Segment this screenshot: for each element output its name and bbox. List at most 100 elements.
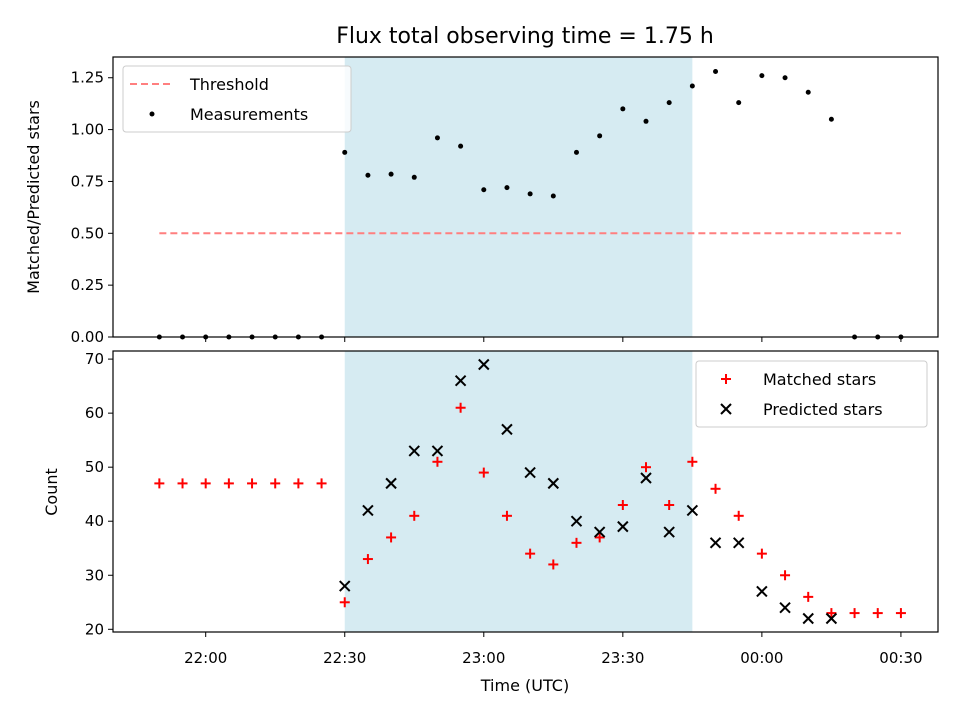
matched-star-marker: [733, 510, 744, 521]
legend-predicted-b: [720, 403, 732, 415]
predicted-star-marker: [686, 504, 699, 517]
matched-star-marker: [478, 467, 489, 478]
matched-star-marker: [548, 559, 559, 570]
upper-y-ticks: 0.00 0.25 0.50 0.75 1.00 1.25: [71, 69, 113, 346]
upper-y-tick-label: 1.25: [71, 69, 104, 87]
matched-star-marker: [756, 548, 767, 559]
predicted-star-marker: [431, 445, 444, 457]
upper-chart-title: Flux total observing time = 1.75 h: [336, 24, 714, 49]
predicted-marker-b: [362, 504, 374, 517]
predicted-marker-b: [339, 580, 351, 592]
matched-star-marker: [780, 570, 791, 581]
matched-star-marker: [200, 478, 211, 489]
matched-star-marker: [571, 537, 582, 548]
predicted-star-marker: [547, 477, 560, 490]
upper-legend: Threshold Measurements: [122, 65, 352, 133]
predicted-star-marker: [362, 504, 374, 517]
predicted-marker-b: [663, 526, 675, 538]
x-tick-label: 22:00: [184, 649, 227, 667]
matched-star-marker: [247, 478, 258, 489]
predicted-marker-b: [779, 601, 791, 614]
predicted-marker-b: [825, 612, 838, 625]
matched-star-marker: [409, 510, 420, 521]
matched-star-marker: [594, 532, 605, 543]
lower-observing-window: [344, 351, 693, 632]
predicted-marker-b: [732, 537, 745, 549]
lower-y-ticks: 20 30 40 50 60 70: [85, 350, 113, 638]
predicted-star-marker: [640, 472, 652, 484]
x-axis-label: Time (UTC): [480, 676, 569, 695]
predicted-star-marker: [825, 612, 838, 625]
upper-y-tick-label: 1.00: [71, 121, 104, 139]
predicted-star-marker: [501, 423, 513, 436]
predicted-star-marker: [570, 515, 583, 527]
matched-star-marker: [525, 548, 536, 559]
lower-y-tick-label: 60: [85, 404, 104, 422]
matched-star-marker: [641, 462, 652, 473]
matched-star-marker: [432, 456, 443, 467]
matched-star-marker: [154, 478, 165, 489]
measurement-point: [388, 171, 394, 177]
lower-y-tick-label: 20: [85, 620, 104, 638]
lower-axes-frame: [112, 350, 939, 633]
legend-measurements-swatch: [149, 111, 155, 117]
measurement-point: [342, 149, 348, 155]
predicted-star-marker: [408, 445, 420, 457]
measurement-point: [620, 106, 626, 112]
lower-y-tick-label: 40: [85, 512, 104, 530]
upper-y-tick-label: 0.50: [71, 224, 104, 242]
predicted-marker-b: [454, 375, 467, 387]
predicted-marker-b: [478, 358, 490, 371]
measurement-point: [689, 83, 695, 89]
predicted-marker-b: [385, 477, 397, 490]
legend-threshold-label: Threshold: [189, 75, 269, 94]
predicted-star-marker: [663, 526, 675, 538]
predicted-star-marker: [779, 601, 791, 614]
predicted-star-marker: [478, 358, 490, 371]
measurement-point: [759, 73, 765, 79]
lower-plot-marks: [154, 358, 906, 625]
measurement-point: [713, 69, 719, 75]
predicted-marker-b: [408, 445, 420, 457]
x-tick-label: 22:30: [323, 649, 366, 667]
predicted-star-marker: [524, 466, 536, 479]
matched-star-marker: [895, 608, 906, 619]
lower-x-ticks: 22:00 22:30 23:00 23:30 00:00 00:30: [184, 632, 923, 667]
matched-star-marker: [455, 402, 466, 413]
lower-legend-box: [695, 360, 928, 428]
x-tick-label: 00:00: [740, 649, 783, 667]
measurement-point: [643, 118, 649, 124]
upper-panel: 0.00 0.25 0.50 0.75 1.00 1.25 Flux total obse…: [24, 24, 939, 346]
matched-star-marker: [223, 478, 234, 489]
matched-star-marker: [803, 591, 814, 602]
x-tick-label: 23:30: [601, 649, 644, 667]
lower-y-tick-label: 30: [85, 566, 104, 584]
predicted-marker-b: [547, 477, 560, 490]
matched-star-marker: [664, 500, 675, 511]
predicted-star-marker: [617, 520, 629, 533]
predicted-marker-b: [640, 472, 652, 484]
upper-y-axis-label: Matched/Predicted stars: [24, 100, 43, 294]
matched-star-marker: [386, 532, 397, 543]
predicted-star-marker: [339, 580, 351, 592]
upper-legend-box: [122, 65, 352, 133]
matched-star-marker: [826, 608, 837, 619]
measurement-point: [736, 100, 742, 106]
upper-y-tick-label: 0.25: [71, 276, 104, 294]
measurement-point: [597, 133, 603, 139]
predicted-marker-b: [431, 445, 444, 457]
lower-y-tick-label: 50: [85, 458, 104, 476]
matched-star-marker: [617, 500, 628, 511]
predicted-marker-b: [709, 537, 722, 549]
predicted-star-marker: [454, 375, 467, 387]
predicted-marker-b: [756, 585, 768, 598]
measurement-point: [504, 185, 510, 191]
matched-star-marker: [339, 597, 350, 608]
legend-predicted-swatch: [720, 403, 732, 415]
matched-star-marker: [710, 483, 721, 494]
predicted-star-marker: [732, 537, 745, 549]
legend-matched-label: Matched stars: [763, 370, 876, 389]
predicted-star-marker: [385, 477, 397, 490]
